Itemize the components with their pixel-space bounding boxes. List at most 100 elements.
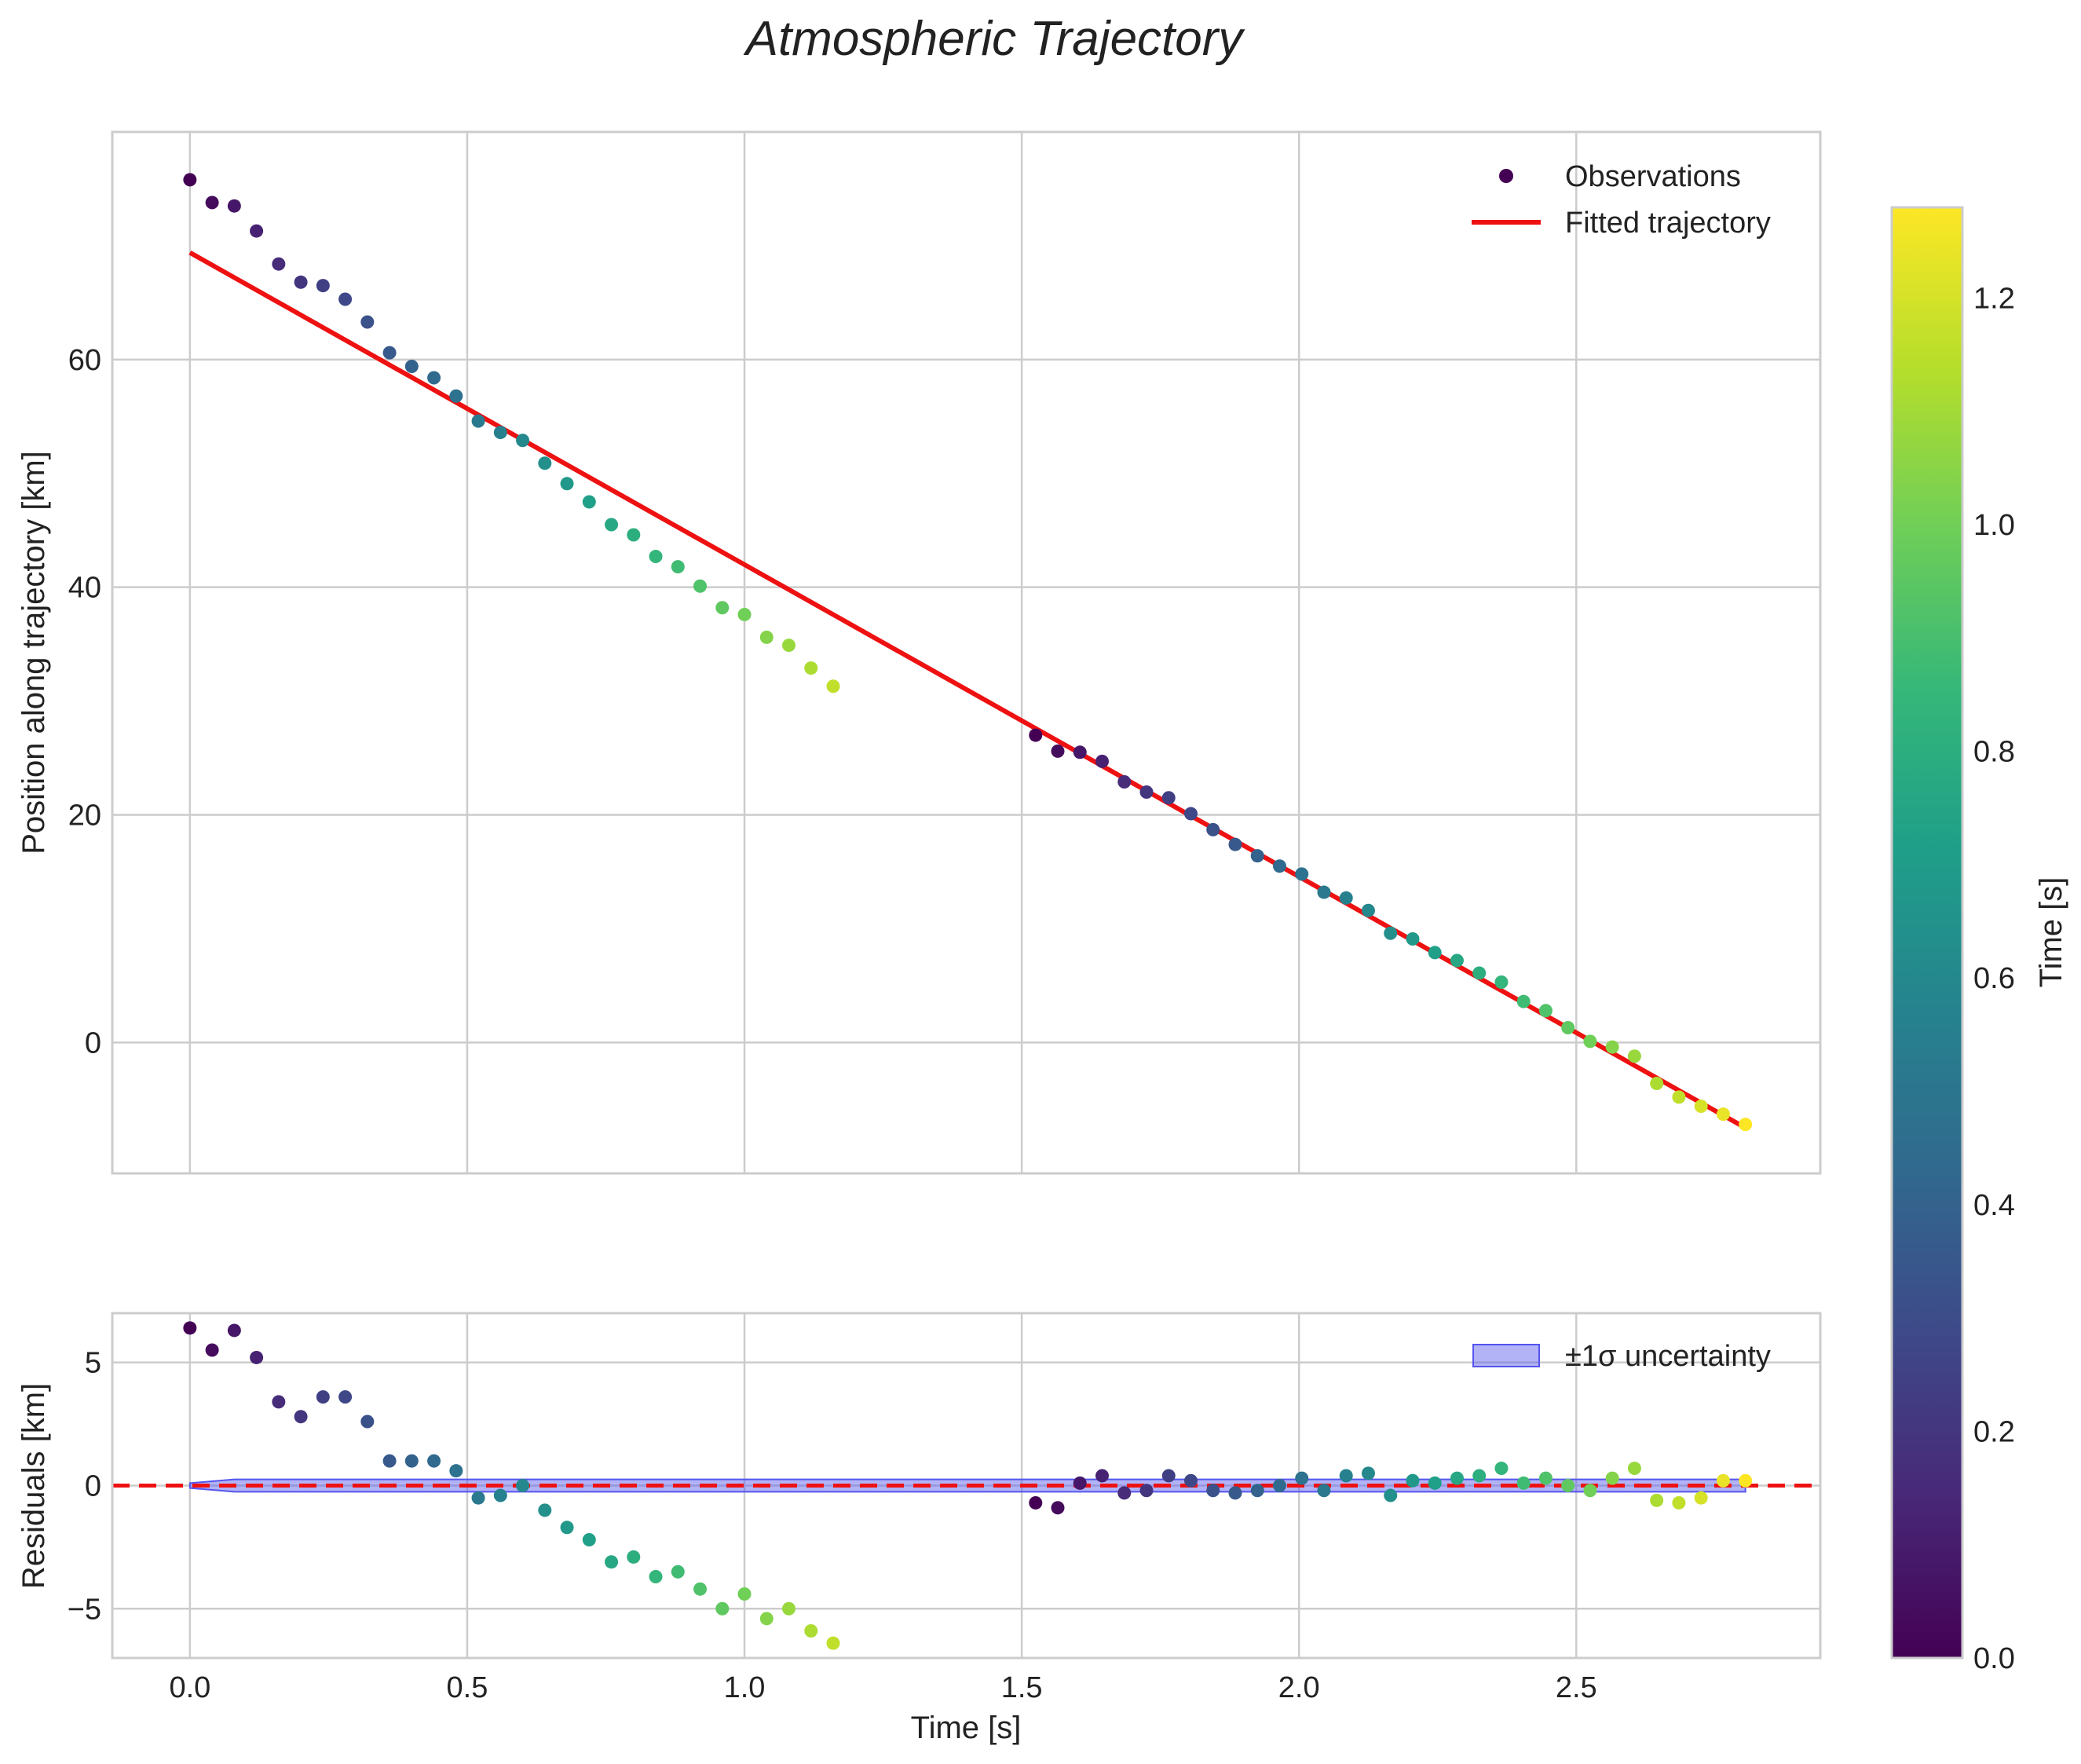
residual-point-44 <box>1339 1469 1353 1483</box>
observation-point-0 <box>183 173 197 187</box>
observation-point-8 <box>360 315 375 329</box>
residual-point-22 <box>671 1565 685 1579</box>
residual-point-35 <box>1139 1484 1154 1498</box>
residual-point-11 <box>427 1454 441 1468</box>
trajectory-y-ticks: 0 20 40 60 <box>68 344 101 1060</box>
residual-point-46 <box>1384 1488 1398 1502</box>
legend-observations-label: Observations <box>1565 160 1741 193</box>
residual-point-49 <box>1450 1471 1464 1485</box>
observation-point-55 <box>1583 1034 1597 1049</box>
residual-point-28 <box>804 1624 818 1638</box>
residual-point-56 <box>1605 1471 1619 1485</box>
trajectory-y-axis-label: Position along trajectory [km] <box>16 451 51 855</box>
residual-point-13 <box>471 1491 485 1505</box>
residual-point-23 <box>693 1582 708 1596</box>
residual-point-1 <box>205 1343 219 1357</box>
residual-point-39 <box>1228 1486 1242 1500</box>
observation-point-41 <box>1272 859 1286 873</box>
residual-point-31 <box>1051 1501 1065 1515</box>
observation-point-61 <box>1716 1107 1730 1122</box>
observation-point-30 <box>1029 728 1043 742</box>
residual-point-36 <box>1161 1469 1176 1483</box>
observation-point-37 <box>1183 807 1198 821</box>
residual-point-43 <box>1317 1484 1331 1498</box>
observation-point-1 <box>205 196 219 210</box>
residual-point-26 <box>759 1612 774 1626</box>
residual-point-41 <box>1272 1479 1286 1492</box>
residual-point-33 <box>1095 1469 1110 1483</box>
colorbar: 0.0 0.2 0.4 0.6 0.8 1.0 1.2 Time [s] <box>1890 206 2068 1675</box>
observation-point-62 <box>1739 1118 1753 1132</box>
legend-observations-marker <box>1499 169 1513 183</box>
observation-point-32 <box>1073 745 1087 759</box>
x-tick-label-4: 2.0 <box>1278 1671 1320 1704</box>
x-tick-label-1: 0.5 <box>447 1671 488 1704</box>
observation-point-45 <box>1361 903 1375 917</box>
residual-point-19 <box>605 1555 619 1569</box>
residual-point-4 <box>272 1395 286 1409</box>
trajectory-y-tick-label-2: 40 <box>68 572 101 605</box>
residual-point-7 <box>338 1390 353 1404</box>
residuals-x-ticks: 0.0 0.5 1.0 1.5 2.0 2.5 <box>169 1671 1596 1704</box>
residual-point-61 <box>1716 1473 1730 1488</box>
colorbar-gradient <box>1892 207 1962 1658</box>
observation-point-10 <box>404 360 419 374</box>
observation-point-40 <box>1250 849 1264 863</box>
trajectory-y-tick-label-3: 60 <box>68 344 101 377</box>
trajectory-y-tick-label-0: 0 <box>85 1027 101 1059</box>
residual-point-48 <box>1428 1476 1442 1490</box>
trajectory-legend: Observations Fitted trajectory <box>1472 160 1771 240</box>
observation-point-23 <box>693 579 708 593</box>
observation-point-44 <box>1339 891 1353 905</box>
observation-point-17 <box>560 477 574 491</box>
fitted-trajectory-line <box>188 250 1747 1130</box>
residual-point-29 <box>826 1636 840 1650</box>
residuals-y-tick-label-0: −5 <box>68 1593 101 1626</box>
residual-point-20 <box>627 1550 641 1564</box>
observation-point-49 <box>1450 953 1464 968</box>
residual-point-37 <box>1183 1473 1198 1488</box>
observation-point-19 <box>605 518 619 532</box>
residual-point-60 <box>1694 1491 1708 1505</box>
residual-point-40 <box>1250 1484 1264 1498</box>
observation-points <box>183 173 1753 1132</box>
observation-point-57 <box>1627 1049 1641 1063</box>
colorbar-tick-label-5: 1.0 <box>1973 509 2015 542</box>
observation-point-60 <box>1694 1099 1708 1113</box>
observation-point-18 <box>582 495 596 509</box>
x-tick-label-3: 1.5 <box>1001 1671 1043 1704</box>
colorbar-tick-label-0: 0.0 <box>1973 1642 2015 1675</box>
observation-point-46 <box>1384 926 1398 940</box>
residual-point-0 <box>183 1321 197 1335</box>
residuals-legend: ±1σ uncertainty <box>1472 1340 1771 1373</box>
residual-point-53 <box>1538 1471 1553 1485</box>
residual-point-47 <box>1406 1473 1420 1488</box>
observation-point-28 <box>804 661 818 675</box>
x-axis-label: Time [s] <box>911 1711 1022 1745</box>
observation-point-52 <box>1516 994 1531 1008</box>
observation-point-36 <box>1161 791 1176 805</box>
observation-point-31 <box>1051 744 1065 758</box>
observation-point-56 <box>1605 1040 1619 1054</box>
observation-point-26 <box>759 630 774 644</box>
residual-point-45 <box>1361 1466 1375 1480</box>
observation-point-16 <box>538 456 552 470</box>
residuals-y-axis-label: Residuals [km] <box>16 1383 51 1589</box>
residual-point-59 <box>1672 1495 1686 1510</box>
residual-point-16 <box>538 1503 552 1517</box>
trajectory-plot-area <box>112 132 1820 1173</box>
observation-point-4 <box>272 257 286 271</box>
residual-point-62 <box>1739 1473 1753 1488</box>
observation-point-11 <box>427 371 441 385</box>
observation-point-2 <box>227 199 241 213</box>
observation-point-35 <box>1139 785 1154 800</box>
residuals-y-tick-label-1: 0 <box>85 1470 101 1503</box>
chart-title: Atmospheric Trajectory <box>743 12 1246 66</box>
observation-point-3 <box>250 224 264 238</box>
observation-point-58 <box>1650 1077 1664 1091</box>
observation-point-27 <box>782 639 796 653</box>
colorbar-tick-label-2: 0.4 <box>1973 1189 2015 1222</box>
residuals-panel: −5 0 5 0.0 0.5 1.0 1.5 2.0 2.5 Residuals [km] T… <box>16 1312 1822 1745</box>
x-tick-label-5: 2.5 <box>1556 1671 1597 1704</box>
